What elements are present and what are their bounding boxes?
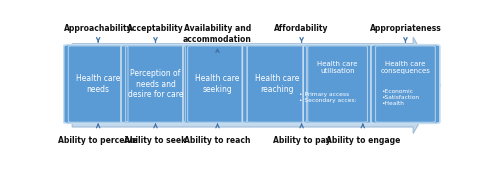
- FancyBboxPatch shape: [303, 45, 372, 123]
- Text: Health care
needs: Health care needs: [76, 74, 120, 94]
- Text: Health care
utilisation: Health care utilisation: [318, 61, 358, 74]
- Text: Approachability: Approachability: [64, 24, 132, 33]
- Text: Ability to reach: Ability to reach: [184, 136, 251, 145]
- FancyBboxPatch shape: [371, 45, 440, 123]
- Text: Perception of
needs and
desire for care: Perception of needs and desire for care: [128, 69, 183, 99]
- FancyBboxPatch shape: [242, 45, 312, 123]
- Polygon shape: [72, 37, 440, 134]
- Text: Ability to pay: Ability to pay: [273, 136, 330, 145]
- FancyBboxPatch shape: [121, 45, 190, 123]
- Text: Ability to engage: Ability to engage: [326, 136, 400, 145]
- FancyBboxPatch shape: [183, 45, 252, 123]
- Text: Availability and
accommodation: Availability and accommodation: [183, 24, 252, 44]
- Text: Ability to seek: Ability to seek: [124, 136, 186, 145]
- Text: •Economic
•Satisfaction
•Health: •Economic •Satisfaction •Health: [380, 89, 418, 106]
- Text: Ability to perceive: Ability to perceive: [58, 136, 138, 145]
- Text: Acceptability: Acceptability: [127, 24, 184, 33]
- Text: Affordability: Affordability: [274, 24, 329, 33]
- Text: • Primary access
• Secondary acces:: • Primary access • Secondary acces:: [299, 92, 356, 103]
- FancyBboxPatch shape: [64, 45, 132, 123]
- Text: Health care
seeking: Health care seeking: [196, 74, 240, 94]
- Text: Health care
reaching: Health care reaching: [254, 74, 299, 94]
- Text: Appropriateness: Appropriateness: [370, 24, 442, 33]
- Text: Health care
consequences: Health care consequences: [380, 61, 430, 74]
